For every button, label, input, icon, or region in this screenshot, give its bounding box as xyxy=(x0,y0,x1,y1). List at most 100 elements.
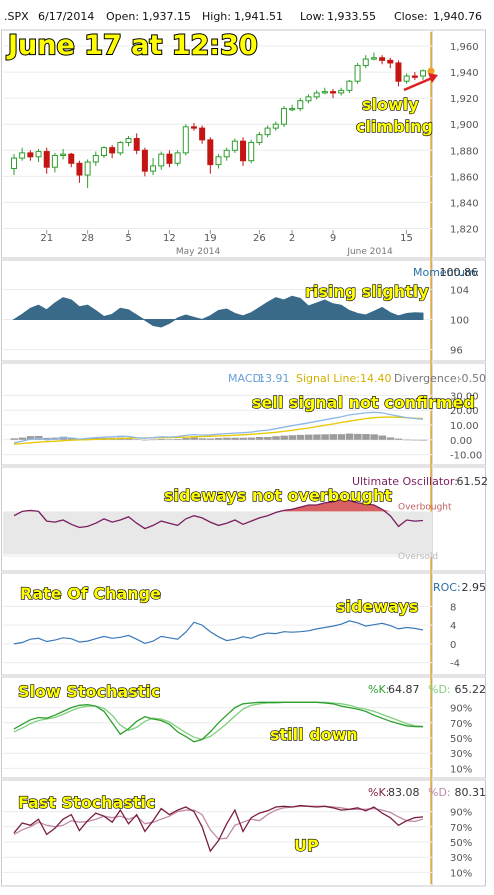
candle-body xyxy=(200,128,205,140)
candle-body xyxy=(167,154,172,163)
roc-line xyxy=(14,621,423,644)
divergence-bar xyxy=(338,434,346,440)
divergence-bar xyxy=(248,438,256,440)
divergence-bar xyxy=(166,439,174,440)
divergence-bar xyxy=(19,438,27,440)
oversold-label: Oversold xyxy=(398,552,438,562)
divergence-bar xyxy=(297,435,305,440)
quote-header: .SPX 6/17/2014 Open: 1,937.15 High: 1,94… xyxy=(4,10,482,23)
divergence-bar xyxy=(240,438,248,440)
candle-body xyxy=(257,135,262,143)
divergence-bar xyxy=(346,434,354,440)
candle-body xyxy=(12,158,17,168)
candle-body xyxy=(61,154,66,155)
candle-body xyxy=(134,139,139,151)
candle-body xyxy=(306,97,311,101)
candle-body xyxy=(331,92,336,93)
candle-body xyxy=(249,142,254,160)
divergence-bar xyxy=(354,434,362,440)
signal-value: 14.40 xyxy=(360,372,392,385)
candle-body xyxy=(69,154,74,163)
candle-body xyxy=(44,152,49,168)
momentum-tick-label: 104 xyxy=(450,286,469,297)
fast-d-label: %D: xyxy=(428,786,451,799)
open-value: 1,937.15 xyxy=(142,10,191,23)
month-label: May 2014 xyxy=(176,247,221,257)
divergence-bar xyxy=(190,438,198,440)
slow-stoch-tick-label: 30% xyxy=(450,749,472,760)
candle-body xyxy=(421,71,426,76)
candle-body xyxy=(363,59,368,66)
divergence-bar xyxy=(420,440,428,441)
candle-body xyxy=(93,155,98,162)
fast-stoch-tick-label: 70% xyxy=(450,823,472,834)
macd-value: 13.91 xyxy=(258,372,290,385)
candle-body xyxy=(371,58,376,59)
divergence-bar xyxy=(272,436,280,440)
slow-d-label: %D: xyxy=(428,683,451,696)
divergence-bar xyxy=(158,439,166,440)
slow-stochastic-panel: 90%70%50%30%10% xyxy=(3,702,472,775)
oversold-band xyxy=(3,554,432,557)
candle-body xyxy=(159,154,164,166)
x-tick-label: 19 xyxy=(204,233,217,244)
divergence-bar xyxy=(313,434,321,439)
candle-body xyxy=(281,109,286,125)
candle-body xyxy=(380,58,385,61)
divergence-bar xyxy=(362,434,370,440)
candle-body xyxy=(118,142,123,152)
ultimate-oscillator-value: 61.52 xyxy=(457,475,489,488)
fast-stoch-tick-label: 50% xyxy=(450,838,472,849)
momentum-tick-label: 96 xyxy=(450,346,463,357)
candle-body xyxy=(412,76,417,77)
slow-k-label: %K: xyxy=(368,683,389,696)
macd-tick-label: -10.00 xyxy=(450,451,482,462)
fast-k-line xyxy=(14,806,423,852)
candle-body xyxy=(404,76,409,81)
candle-body xyxy=(298,101,303,109)
candle-body xyxy=(314,93,319,97)
roc-value: 2.95 xyxy=(462,581,487,594)
slow-d-value: 65.22 xyxy=(455,683,487,696)
x-tick-label: 9 xyxy=(330,233,336,244)
price-panel: 1,960 1,940 1,920 1,900 1,880 1,860 1,840 1,820… xyxy=(3,42,479,257)
open-label: Open: xyxy=(106,10,139,23)
candle-body xyxy=(339,90,344,93)
candle-body xyxy=(183,127,188,153)
ultimate-oscillator-panel: Overbought Oversold xyxy=(3,500,452,562)
price-tick-label: 1,820 xyxy=(450,224,479,235)
candle-body xyxy=(290,109,295,110)
roc-tick-label: 0 xyxy=(450,640,456,651)
price-tick-label: 1,840 xyxy=(450,198,479,209)
month-label: June 2014 xyxy=(346,247,393,257)
candle-body xyxy=(388,60,393,63)
candle-body xyxy=(142,150,147,171)
candle-body xyxy=(20,153,25,158)
low-value: 1,933.55 xyxy=(327,10,376,23)
macd-tick-label: 0.00 xyxy=(450,436,472,447)
annotation-price: slowly climbing xyxy=(356,95,433,136)
divergence-bar xyxy=(223,438,231,440)
roc-tick-label: -4 xyxy=(450,659,460,670)
annotation-title: June 17 at 12:30 xyxy=(6,30,258,61)
annotation-ultimate: sideways not overbought xyxy=(164,486,392,505)
roc-tick-label: 4 xyxy=(450,621,456,632)
annotation-slow: still down xyxy=(270,725,358,744)
annotation-momentum: rising slightly xyxy=(305,282,429,301)
slow-stoch-tick-label: 90% xyxy=(450,704,472,715)
annotation-price-line: climbing xyxy=(356,117,433,136)
annotation-price-line: slowly xyxy=(362,95,419,114)
fast-stoch-tick-label: 10% xyxy=(450,868,472,879)
price-tick-label: 1,900 xyxy=(450,120,479,131)
price-tick-label: 1,940 xyxy=(450,68,479,79)
fast-stochastic-panel: 90%70%50%30%10% xyxy=(3,806,472,880)
divergence-bar xyxy=(133,439,141,440)
momentum-value: 100.86 xyxy=(440,266,479,279)
fast-stoch-tick-label: 90% xyxy=(450,808,472,819)
candle-body xyxy=(28,153,33,157)
price-tick-label: 1,960 xyxy=(450,42,479,53)
x-tick-label: 5 xyxy=(125,233,131,244)
divergence-bar xyxy=(370,434,378,439)
slow-stoch-tick-label: 70% xyxy=(450,719,472,730)
